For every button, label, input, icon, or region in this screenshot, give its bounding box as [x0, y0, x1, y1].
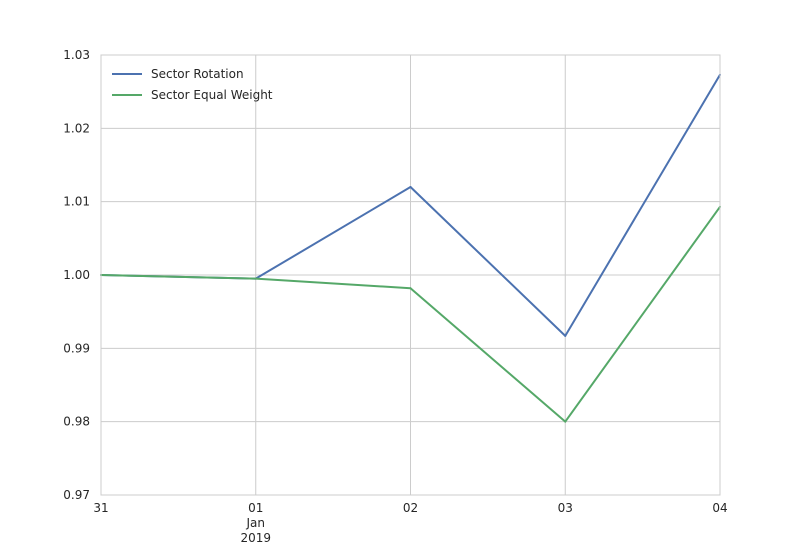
- x-tick-label: 01: [248, 501, 263, 515]
- x-tick-label: 02: [403, 501, 418, 515]
- y-tick-label: 0.99: [63, 341, 90, 355]
- plot-frame: [100, 54, 721, 496]
- data-point-sector-rotation: [564, 334, 567, 337]
- x-tick-label: 31: [93, 501, 108, 515]
- y-axis-ticks: 0.97 0.98 0.99 1.00 1.01 1.02 1.03: [63, 48, 90, 502]
- y-tick-label: 1.03: [63, 48, 90, 62]
- x-tick-label: 03: [558, 501, 573, 515]
- plot-border: [100, 54, 721, 496]
- data-point-sector-equal-weight: [254, 277, 257, 280]
- data-point-sector-equal-weight: [409, 287, 412, 290]
- legend: Sector Rotation Sector Equal Weight: [112, 67, 273, 102]
- gridlines: [100, 54, 721, 496]
- legend-label: Sector Equal Weight: [151, 88, 273, 102]
- y-tick-label: 1.00: [63, 268, 90, 282]
- y-tick-label: 1.02: [63, 121, 90, 135]
- x-tick-label: 2019: [240, 531, 271, 545]
- y-tick-label: 0.97: [63, 488, 90, 502]
- x-tick-label: 04: [712, 501, 727, 515]
- data-point-sector-equal-weight: [564, 420, 567, 423]
- legend-label: Sector Rotation: [151, 67, 244, 81]
- y-tick-label: 0.98: [63, 415, 90, 429]
- x-tick-label: Jan: [246, 516, 266, 530]
- y-tick-label: 1.01: [63, 195, 90, 209]
- data-point-sector-rotation: [409, 186, 412, 188]
